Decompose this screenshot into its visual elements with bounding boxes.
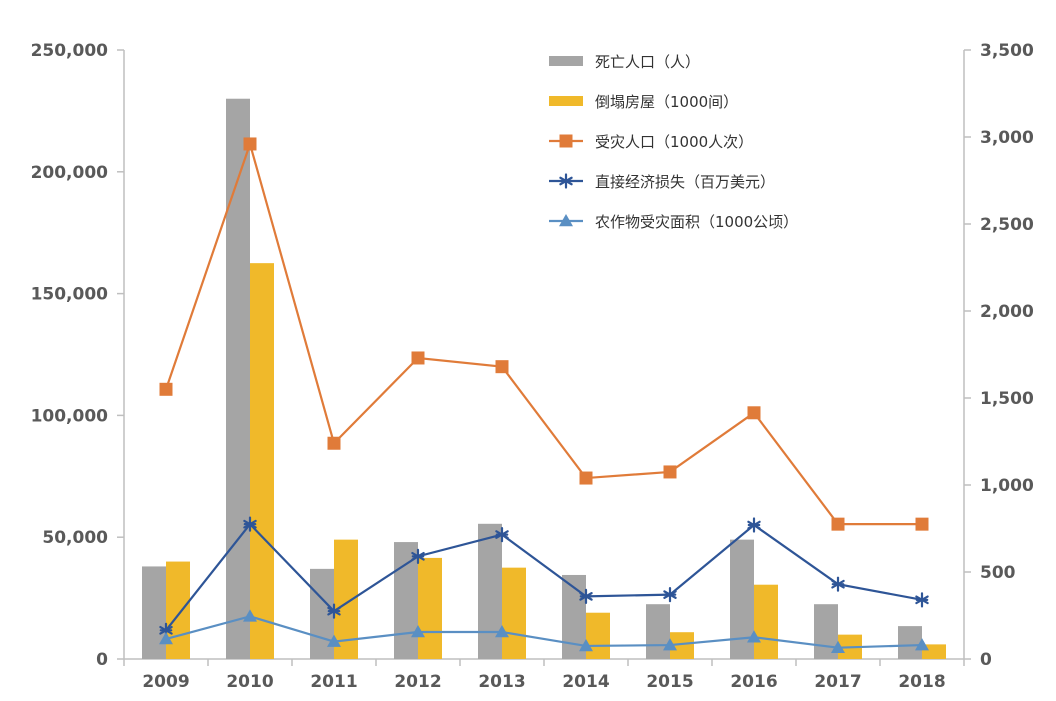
legend-item: 直接经济损失（百万美元）: [549, 173, 775, 191]
left-tick-label: 0: [96, 650, 108, 670]
point: [579, 471, 593, 485]
point: [495, 625, 509, 638]
legend-swatch: [549, 96, 583, 106]
point: [663, 465, 677, 479]
bar: [418, 557, 442, 659]
legend-label: 死亡人口（人）: [595, 53, 700, 71]
point: [495, 360, 509, 374]
legend-label: 倒塌房屋（1000间）: [595, 93, 738, 111]
x-tick-label: 2009: [142, 672, 189, 692]
point: [747, 630, 761, 643]
x-tick-label: 2014: [562, 672, 609, 692]
bar: [502, 567, 526, 659]
legend: 死亡人口（人） 倒塌房屋（1000间） 受灾人口（1000人次） 直接经济损失（百万美…: [549, 53, 798, 231]
left-tick-label: 200,000: [31, 163, 109, 183]
legend-label: 受灾人口（1000人次）: [595, 133, 753, 151]
left-tick-label: 100,000: [31, 406, 109, 426]
point: [579, 638, 593, 652]
series-line: [165, 522, 923, 631]
point: [411, 548, 425, 564]
point: [159, 631, 173, 645]
axes: 0 50,000 100,000 150,000 200,000 250,000 0 500 1…: [31, 41, 1034, 692]
point: [327, 603, 341, 619]
series-line: [165, 615, 923, 649]
x-tick-label: 2016: [730, 672, 777, 692]
legend-item: 倒塌房屋（1000间）: [549, 93, 738, 111]
bar: [226, 98, 250, 660]
point: [411, 351, 425, 365]
lines: [159, 137, 929, 653]
bar: [166, 561, 190, 659]
point: [559, 214, 573, 227]
point: [243, 137, 257, 151]
point: [327, 634, 341, 647]
right-tick-label: 3,000: [980, 128, 1034, 148]
point: [663, 587, 677, 603]
point: [243, 516, 257, 532]
legend-swatch: [549, 56, 583, 66]
series-line: [164, 140, 922, 526]
legend-item: 受灾人口（1000人次）: [549, 133, 753, 151]
bar: [142, 566, 166, 659]
point: [663, 638, 677, 651]
right-tick-label: 2,500: [980, 215, 1034, 235]
left-tick-label: 250,000: [31, 41, 109, 61]
point: [831, 517, 845, 531]
point: [831, 640, 845, 653]
point: [411, 625, 425, 638]
legend-item: 农作物受灾面积（1000公顷）: [549, 213, 798, 231]
point: [159, 382, 173, 396]
bar: [394, 542, 418, 659]
point: [915, 517, 929, 531]
point: [831, 576, 845, 592]
bar: [754, 584, 778, 659]
x-tick-label: 2012: [394, 672, 441, 692]
bar: [922, 644, 946, 659]
x-tick-label: 2017: [814, 672, 861, 692]
bar: [250, 263, 274, 659]
point: [559, 134, 573, 148]
x-tick-label: 2015: [646, 672, 693, 692]
x-tick-label: 2010: [226, 672, 273, 692]
point: [243, 609, 257, 622]
x-tick-label: 2011: [310, 672, 357, 692]
left-tick-label: 50,000: [42, 528, 108, 548]
right-tick-label: 500: [980, 563, 1016, 583]
right-tick-label: 1,500: [980, 389, 1034, 409]
bar: [646, 604, 670, 659]
point: [327, 436, 341, 450]
point: [915, 638, 929, 651]
point: [559, 173, 573, 189]
right-tick-label: 1,000: [980, 476, 1034, 496]
x-tick-label: 2018: [898, 672, 945, 692]
x-tick-label: 2013: [478, 672, 525, 692]
left-tick-label: 150,000: [31, 285, 109, 305]
point: [579, 588, 593, 604]
point: [747, 406, 761, 420]
legend-label: 农作物受灾面积（1000公顷）: [595, 213, 798, 231]
point: [495, 526, 509, 543]
right-tick-label: 2,000: [980, 302, 1034, 322]
legend-item: 死亡人口（人）: [549, 53, 700, 71]
right-tick-label: 3,500: [980, 41, 1034, 61]
bar: [586, 612, 610, 659]
legend-label: 直接经济损失（百万美元）: [595, 173, 775, 191]
right-tick-label: 0: [980, 650, 992, 670]
bar: [478, 523, 502, 659]
point: [915, 592, 929, 608]
bar: [898, 626, 922, 659]
point: [747, 517, 761, 533]
